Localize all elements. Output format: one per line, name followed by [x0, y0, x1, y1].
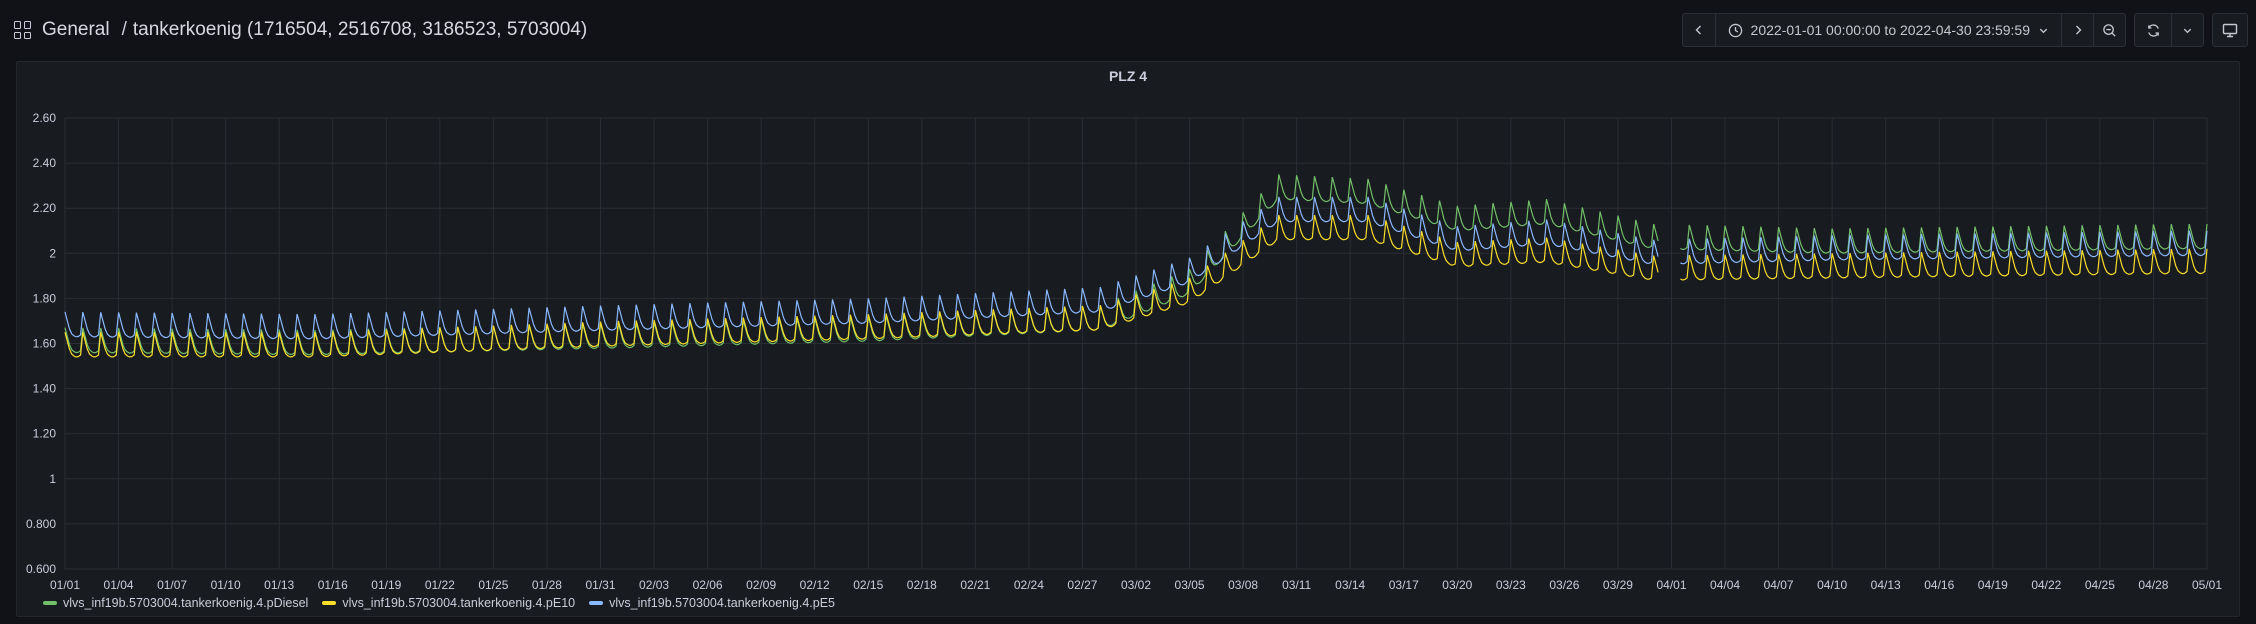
refresh-button[interactable]: [2135, 14, 2171, 46]
y-tick-label: 1.20: [33, 427, 57, 441]
x-tick-label: 04/07: [1764, 578, 1794, 592]
x-tick-label: 03/08: [1228, 578, 1258, 592]
clock-icon: [1728, 23, 1742, 37]
x-tick-label: 01/22: [425, 578, 455, 592]
legend-swatch: [589, 601, 604, 605]
chevron-down-icon: [2039, 28, 2048, 33]
x-tick-label: 01/19: [371, 578, 401, 592]
breadcrumb: General / tankerkoenig (1716504, 2516708…: [14, 14, 587, 46]
series-line-pe5: [64, 196, 2208, 340]
y-tick-label: 1.60: [33, 337, 57, 351]
x-tick-label: 04/22: [2031, 578, 2061, 592]
dashboard-navbar: General / tankerkoenig (1716504, 2516708…: [0, 0, 2256, 60]
legend-label: vlvs_inf19b.5703004.tankerkoenig.4.pE10: [342, 596, 576, 610]
x-tick-label: 02/27: [1067, 578, 1097, 592]
y-tick-label: 2.60: [33, 111, 57, 125]
series-line-pe10: [64, 214, 2208, 358]
x-tick-label: 03/11: [1282, 578, 1311, 592]
x-tick-label: 04/28: [2138, 578, 2168, 592]
y-tick-label: 0.600: [26, 562, 56, 576]
x-tick-label: 02/06: [693, 578, 723, 592]
time-series-chart[interactable]: 0.600 0.800 1 1.20 1.40 1.60 1.80 2 2.20 2.40 2.60…: [17, 62, 2241, 618]
x-tick-label: 04/04: [1710, 578, 1740, 592]
x-tick-label: 04/01: [1656, 578, 1686, 592]
x-tick-label: 04/16: [1924, 578, 1954, 592]
legend-label: vlvs_inf19b.5703004.tankerkoenig.4.pDies…: [63, 596, 309, 610]
x-tick-label: 02/21: [960, 578, 990, 592]
time-range-picker[interactable]: 2022-01-01 00:00:00 to 2022-04-30 23:59:…: [1714, 14, 2061, 46]
time-range-label: 2022-01-01 00:00:00 to 2022-04-30 23:59:…: [1750, 22, 2030, 38]
legend-item-pe5[interactable]: vlvs_inf19b.5703004.tankerkoenig.4.pE5: [589, 596, 835, 610]
x-tick-label: 01/10: [211, 578, 241, 592]
y-tick-label: 1: [49, 472, 56, 486]
x-tick-label: 01/28: [532, 578, 562, 592]
x-tick-label: 02/24: [1014, 578, 1044, 592]
x-tick-label: 03/14: [1335, 578, 1365, 592]
x-tick-label: 02/09: [746, 578, 776, 592]
dashboard-title[interactable]: tankerkoenig (1716504, 2516708, 3186523,…: [132, 19, 588, 40]
y-tick-label: 1.40: [33, 382, 57, 396]
y-tick-label: 1.80: [33, 291, 57, 305]
x-tick-label: 04/10: [1817, 578, 1847, 592]
kiosk-mode-button[interactable]: [2213, 14, 2247, 46]
time-forward-button[interactable]: [2061, 14, 2093, 46]
x-tick-label: 02/03: [639, 578, 669, 592]
legend-swatch: [43, 601, 57, 605]
tv-icon: [2222, 23, 2238, 37]
x-tick-label: 02/18: [907, 578, 937, 592]
zoom-out-button[interactable]: [2093, 14, 2125, 46]
chart-legend: vlvs_inf19b.5703004.tankerkoenig.4.pDies…: [43, 596, 835, 610]
x-tick-label: 03/05: [1175, 578, 1205, 592]
y-tick-label: 2.40: [33, 156, 57, 170]
x-tick-label: 01/25: [478, 578, 508, 592]
x-tick-label: 03/02: [1121, 578, 1151, 592]
panel-title[interactable]: PLZ 4: [1108, 68, 1148, 84]
y-tick-label: 2.20: [33, 201, 57, 215]
x-tick-label: 02/15: [853, 578, 883, 592]
time-back-button[interactable]: [1683, 14, 1715, 46]
refresh-group: [2134, 13, 2204, 47]
x-tick-label: 01/31: [585, 578, 615, 592]
breadcrumb-separator: /: [121, 19, 127, 40]
x-tick-label: 03/29: [1603, 578, 1633, 592]
legend-label: vlvs_inf19b.5703004.tankerkoenig.4.pE5: [609, 596, 835, 610]
y-tick-label: 0.800: [26, 517, 56, 531]
legend-item-pdiesel[interactable]: vlvs_inf19b.5703004.tankerkoenig.4.pDies…: [43, 596, 308, 610]
x-tick-label: 03/26: [1549, 578, 1579, 592]
x-tick-label: 01/13: [264, 578, 294, 592]
x-tick-label: 04/13: [1871, 578, 1901, 592]
refresh-interval-dropdown[interactable]: [2171, 14, 2203, 46]
x-tick-label: 02/12: [800, 578, 830, 592]
kiosk-group: [2212, 13, 2248, 47]
x-tick-label: 04/25: [2085, 578, 2115, 592]
dashboard-toolbar: 2022-01-01 00:00:00 to 2022-04-30 23:59:…: [1681, 13, 2248, 47]
x-tick-label: 01/16: [318, 578, 348, 592]
x-tick-label: 01/04: [104, 578, 134, 592]
refresh-icon: [2147, 23, 2159, 37]
folder-link[interactable]: General: [42, 19, 110, 40]
y-tick-label: 2: [49, 246, 56, 260]
x-tick-label: 01/07: [157, 578, 187, 592]
time-picker-group: 2022-01-01 00:00:00 to 2022-04-30 23:59:…: [1681, 13, 2126, 47]
x-tick-label: 03/23: [1496, 578, 1526, 592]
x-tick-label: 04/19: [1978, 578, 2008, 592]
apps-icon[interactable]: [14, 21, 32, 39]
x-tick-label: 03/20: [1442, 578, 1472, 592]
legend-swatch: [322, 601, 337, 605]
chevron-down-icon: [2183, 28, 2192, 33]
chevron-right-icon: [2075, 25, 2081, 35]
x-tick-label: 01/01: [50, 578, 80, 592]
graph-panel[interactable]: PLZ 4 0.600 0.800 1 1.20 1.40 1.60 1.80 2 2.20 2.…: [16, 61, 2240, 617]
x-tick-label: 05/01: [2192, 578, 2222, 592]
legend-item-pe10[interactable]: vlvs_inf19b.5703004.tankerkoenig.4.pE10: [322, 596, 575, 610]
zoom-out-icon: [2103, 23, 2116, 37]
chevron-left-icon: [1695, 25, 1701, 35]
x-tick-label: 03/17: [1389, 578, 1419, 592]
